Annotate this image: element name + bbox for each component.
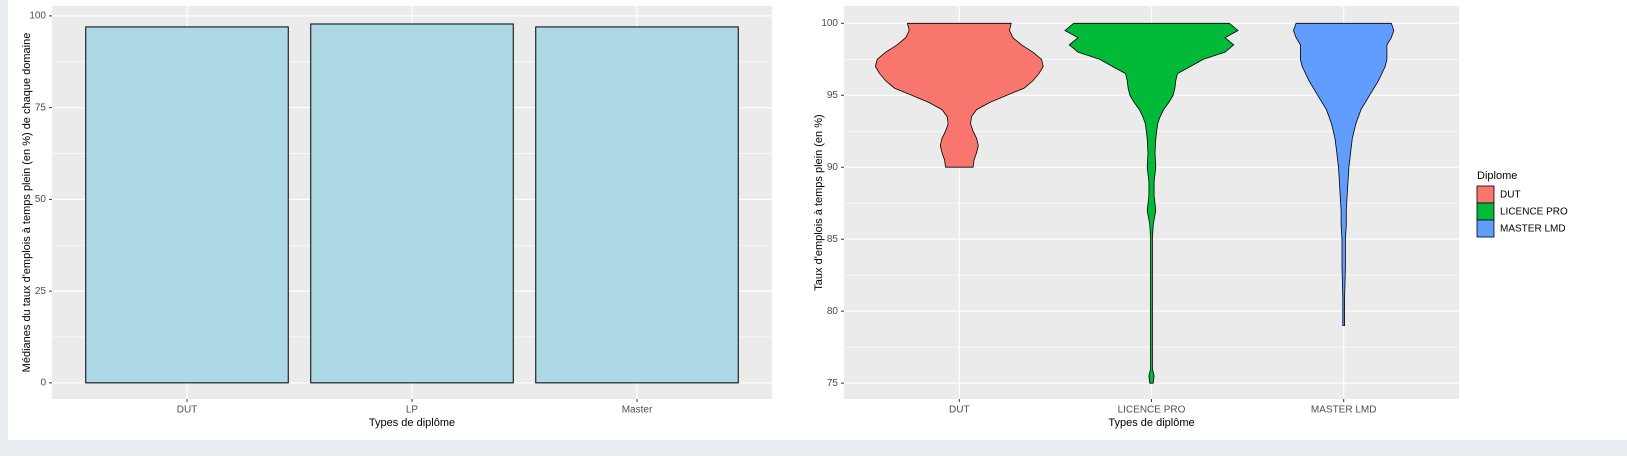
bar bbox=[85, 26, 289, 384]
x-tick-label: LICENCE PRO bbox=[1118, 405, 1186, 416]
y-tick-label: 50 bbox=[35, 194, 47, 205]
x-tick-label: DUT bbox=[949, 405, 970, 416]
y-tick-label: 100 bbox=[29, 11, 46, 22]
y-tick-label: 75 bbox=[827, 378, 839, 389]
y-tick-label: 100 bbox=[821, 18, 838, 29]
legend-title: Diplome bbox=[1477, 170, 1517, 182]
window-strip bbox=[0, 440, 1627, 456]
legend-key bbox=[1476, 202, 1495, 221]
x-tick-label: LP bbox=[406, 405, 419, 416]
violin bbox=[874, 22, 1044, 168]
y-tick-label: 85 bbox=[827, 234, 839, 245]
legend-key bbox=[1476, 219, 1495, 238]
x-axis-title: Types de diplôme bbox=[369, 417, 455, 429]
y-tick-label: 75 bbox=[35, 102, 47, 113]
violin bbox=[1064, 22, 1239, 384]
bar bbox=[535, 26, 739, 384]
x-tick-label: Master bbox=[622, 405, 653, 416]
legend-label: DUT bbox=[1500, 190, 1521, 201]
violin bbox=[1293, 22, 1395, 326]
y-tick-label: 80 bbox=[827, 306, 839, 317]
window-strip bbox=[0, 0, 8, 456]
legend-key bbox=[1476, 185, 1495, 204]
legend-label: LICENCE PRO bbox=[1500, 207, 1568, 218]
y-tick-label: 95 bbox=[827, 90, 839, 101]
y-axis-title: Taux d'emplois à temps plein (en %) bbox=[813, 114, 825, 290]
bar bbox=[310, 23, 514, 384]
y-axis-title: Médianes du taux d'emplois à temps plein… bbox=[21, 33, 33, 373]
x-axis-title: Types de diplôme bbox=[1108, 417, 1194, 429]
x-tick-label: MASTER LMD bbox=[1311, 405, 1377, 416]
legend-label: MASTER LMD bbox=[1500, 224, 1566, 235]
x-tick-label: DUT bbox=[177, 405, 198, 416]
y-tick-label: 0 bbox=[40, 377, 46, 388]
y-tick-label: 90 bbox=[827, 162, 839, 173]
y-tick-label: 25 bbox=[35, 286, 47, 297]
